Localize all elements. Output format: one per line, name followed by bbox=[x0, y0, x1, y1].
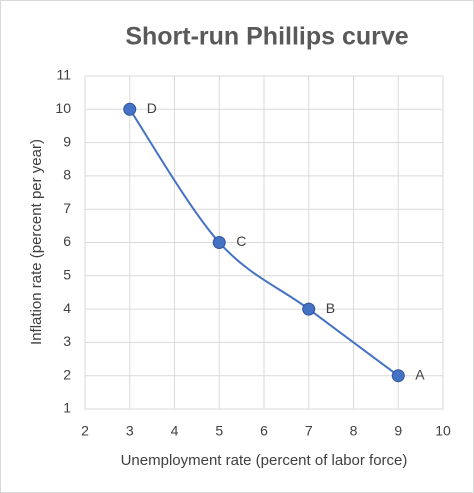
x-tick-label: 8 bbox=[350, 423, 358, 439]
y-tick-label: 6 bbox=[63, 233, 71, 249]
y-tick-label: 4 bbox=[63, 300, 71, 316]
point-label: C bbox=[236, 233, 246, 249]
y-tick-label: 7 bbox=[63, 200, 71, 216]
y-axis-label: Inflation rate (percent per year) bbox=[28, 139, 45, 345]
data-point bbox=[391, 369, 405, 383]
series-line bbox=[128, 108, 399, 377]
y-tick-label: 1 bbox=[63, 400, 71, 416]
x-tick-label: 7 bbox=[305, 423, 313, 439]
chart-title: Short-run Phillips curve bbox=[125, 23, 408, 51]
y-tick-label: 3 bbox=[63, 333, 71, 349]
x-tick-label: 10 bbox=[435, 423, 451, 439]
data-point bbox=[302, 302, 316, 316]
plot-border bbox=[84, 75, 444, 410]
y-tick-label: 10 bbox=[55, 100, 71, 116]
point-label: B bbox=[326, 300, 335, 316]
data-point bbox=[123, 102, 137, 116]
y-tick-label: 8 bbox=[63, 167, 71, 183]
x-tick-label: 2 bbox=[81, 423, 89, 439]
x-tick-label: 4 bbox=[171, 423, 179, 439]
x-tick-label: 3 bbox=[126, 423, 134, 439]
x-axis-label: Unemployment rate (percent of labor forc… bbox=[121, 452, 408, 469]
x-tick-label: 6 bbox=[260, 423, 268, 439]
x-tick-label: 5 bbox=[215, 423, 223, 439]
x-tick-label: 9 bbox=[394, 423, 402, 439]
y-tick-label: 2 bbox=[63, 366, 71, 382]
point-label: D bbox=[147, 100, 157, 116]
data-point bbox=[212, 236, 226, 249]
y-tick-label: 5 bbox=[63, 267, 71, 283]
point-label: A bbox=[415, 366, 425, 382]
y-tick-label: 9 bbox=[63, 133, 71, 149]
y-tick-label: 11 bbox=[56, 67, 71, 83]
